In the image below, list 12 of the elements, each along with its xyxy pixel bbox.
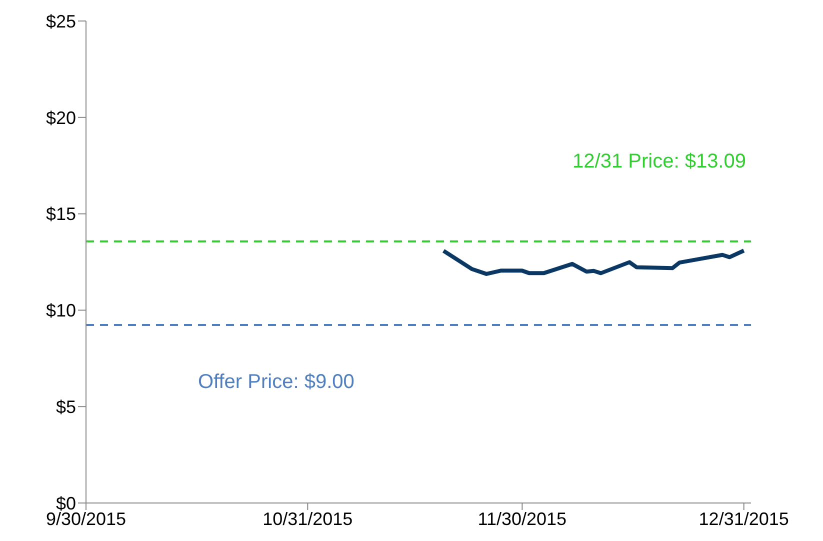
y-tick-label: $5 <box>56 396 76 417</box>
annotation: Offer Price: $9.00 <box>198 371 354 394</box>
annotation: 12/31 Price: $13.09 <box>572 150 746 172</box>
y-tick-label: $0 <box>56 493 76 514</box>
y-tick-label: $15 <box>46 204 76 224</box>
x-tick-label: 11/30/2015 <box>478 508 567 529</box>
x-tick-label: 12/31/2015 <box>698 508 789 529</box>
line-series <box>442 248 746 276</box>
x-tick-label: 10/31/2015 <box>262 508 353 529</box>
y-tick-label: $25 <box>46 11 76 32</box>
y-tick-label: $20 <box>46 108 76 128</box>
y-tick-label: $10 <box>46 300 76 321</box>
